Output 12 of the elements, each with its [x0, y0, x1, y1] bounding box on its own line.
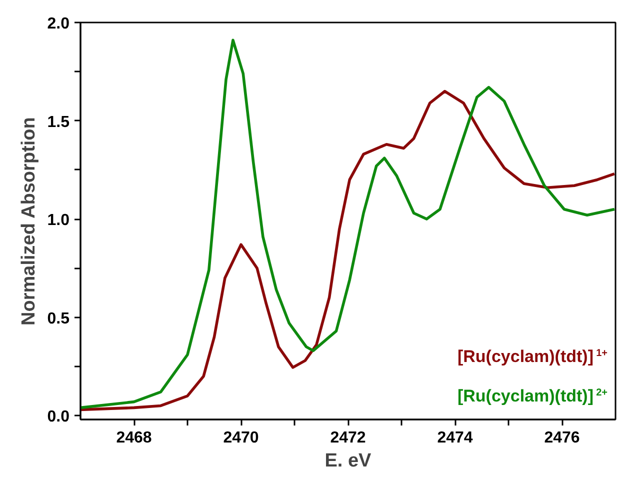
x-tick-label: 2476	[544, 430, 580, 446]
y-tick-label: 0.5	[47, 310, 70, 328]
y-tick-label: 1.5	[47, 114, 70, 131]
x-axis-title: E. eV	[324, 450, 372, 472]
x-tick-label: 2468	[116, 430, 152, 446]
x-tick-label: 2472	[330, 430, 366, 446]
y-axis-title: Normalized Absorption	[18, 117, 40, 326]
x-tick-label: 2474	[437, 430, 473, 446]
x-tick-label: 2470	[223, 430, 259, 446]
y-tick-label: 2.0	[47, 16, 70, 32]
y-tick-label: 1.0	[47, 212, 70, 230]
y-tick-label: 0.0	[47, 408, 70, 426]
